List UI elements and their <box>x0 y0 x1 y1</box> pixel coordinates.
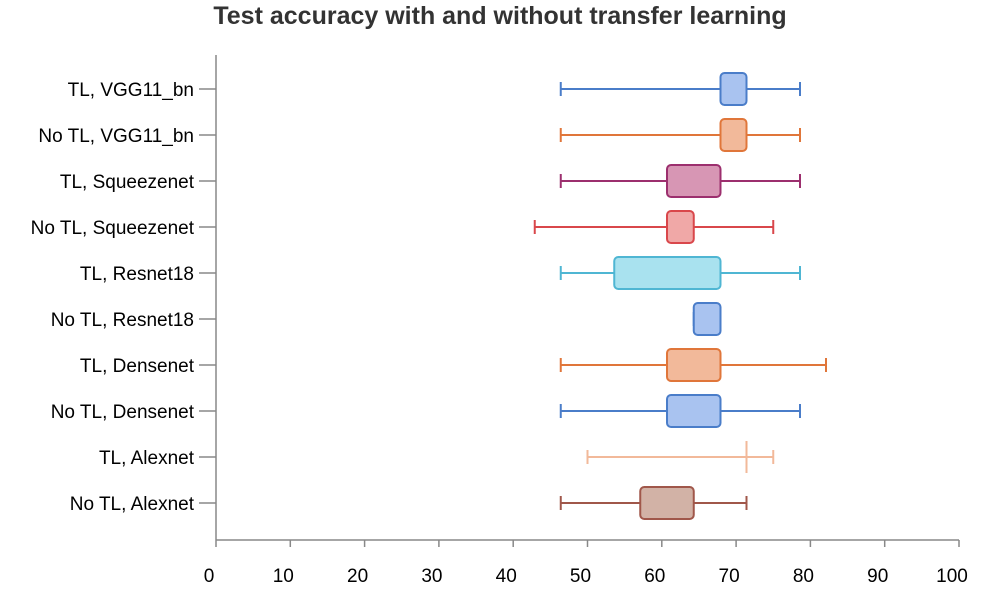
x-tick-label: 40 <box>496 566 517 587</box>
y-tick-label: TL, Resnet18 <box>80 264 194 285</box>
x-tick-label: 70 <box>719 566 740 587</box>
y-tick-label: No TL, Densenet <box>51 402 195 423</box>
x-tick-label: 10 <box>273 566 294 587</box>
iqr-box <box>639 486 695 520</box>
y-tick-label: TL, Densenet <box>80 356 195 377</box>
y-tick-label: TL, Alexnet <box>99 448 195 469</box>
x-tick-label: 100 <box>936 566 968 587</box>
y-tick-label: No TL, Resnet18 <box>51 310 194 331</box>
y-tick-label: No TL, Squeezenet <box>31 218 195 239</box>
iqr-box <box>719 118 748 152</box>
iqr-box <box>719 72 748 106</box>
y-tick-label: No TL, Alexnet <box>70 494 195 515</box>
plot-area: 0 10 20 30 40 50 60 70 80 90 100 TL, VGG11_bn No TL,… <box>31 55 968 587</box>
iqr-box <box>692 302 722 336</box>
y-tick-label: TL, Squeezenet <box>60 172 195 193</box>
x-tick-label: 20 <box>347 566 368 587</box>
x-tick-label: 50 <box>570 566 591 587</box>
x-tick-label: 80 <box>793 566 814 587</box>
chart-title: Test accuracy with and without transfer … <box>213 2 786 30</box>
iqr-box <box>666 164 722 198</box>
y-tick-label: No TL, VGG11_bn <box>38 126 194 147</box>
x-tick-label: 30 <box>421 566 442 587</box>
iqr-box <box>666 348 722 382</box>
iqr-box <box>666 394 722 428</box>
x-tick-label: 0 <box>204 566 215 587</box>
iqr-box <box>613 256 722 290</box>
iqr-box <box>666 210 695 244</box>
y-tick-label: TL, VGG11_bn <box>68 80 194 101</box>
x-tick-label: 90 <box>867 566 888 587</box>
x-tick-label: 60 <box>644 566 665 587</box>
